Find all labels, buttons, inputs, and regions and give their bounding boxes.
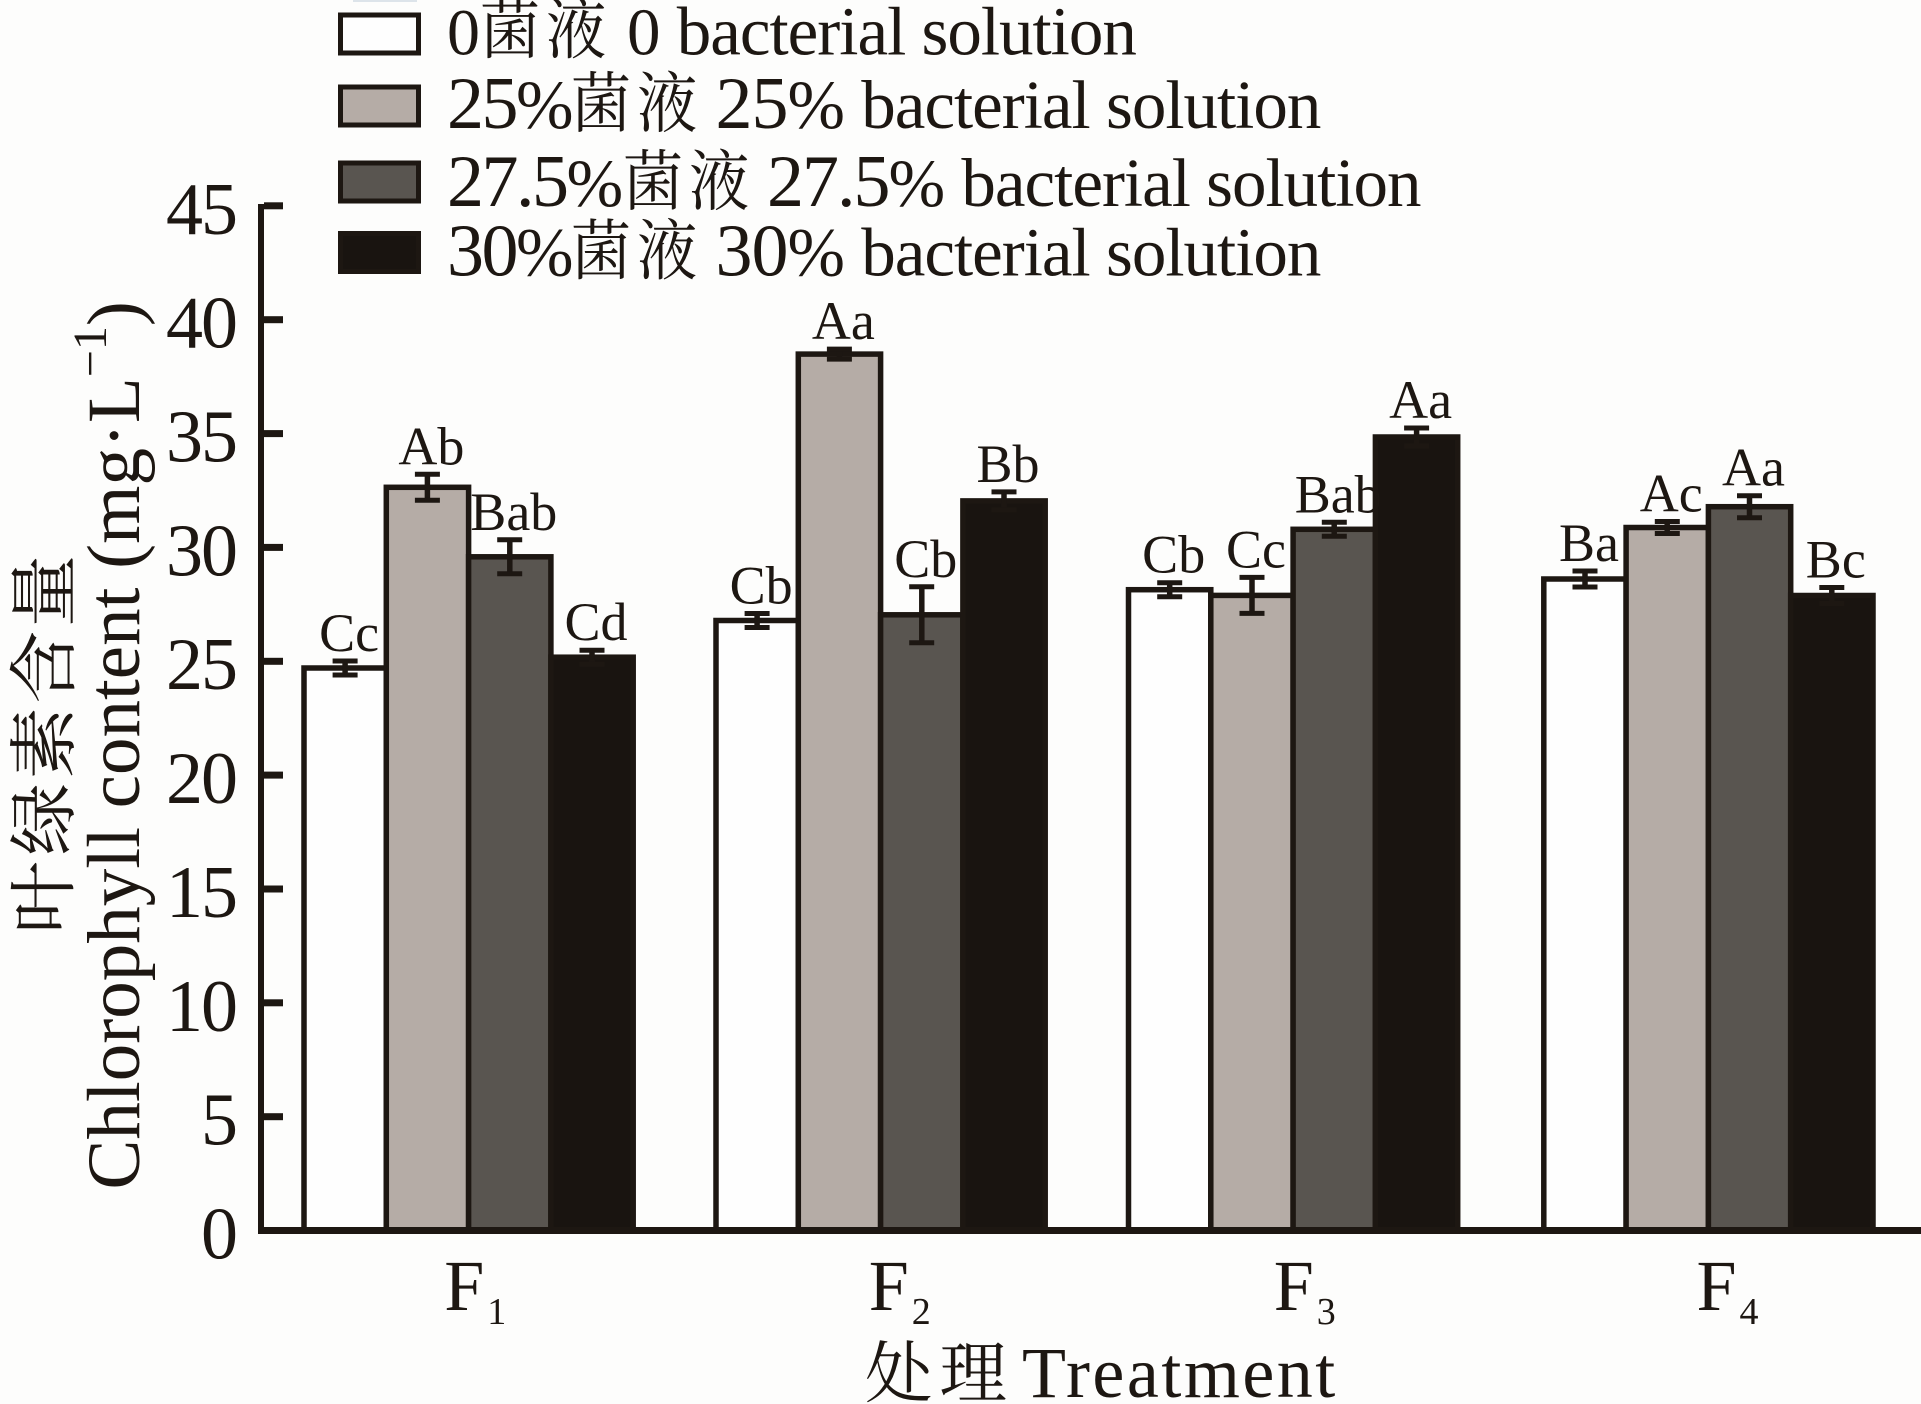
svg-text:20: 20 [166,738,236,820]
svg-text:Cb: Cb [894,529,957,589]
svg-text:25%: 25% [447,63,573,145]
svg-text:Bb: Bb [976,434,1039,494]
svg-text:40: 40 [166,283,236,365]
svg-text:35: 35 [166,397,236,479]
svg-text:10: 10 [166,966,236,1048]
svg-text:F: F [869,1246,909,1326]
svg-text:15: 15 [166,852,236,934]
svg-text:25: 25 [166,624,236,706]
svg-text:Bab: Bab [1295,464,1382,524]
svg-text:30% bacterial solution: 30% bacterial solution [716,211,1321,293]
svg-text:Cb: Cb [1142,525,1205,585]
svg-text:Aa: Aa [812,291,875,351]
svg-text:45: 45 [166,169,236,251]
svg-text:25% bacterial solution: 25% bacterial solution [716,63,1321,145]
svg-text:4: 4 [1740,1291,1759,1333]
svg-text:Bab: Bab [470,482,557,542]
svg-text:2: 2 [912,1291,931,1333]
svg-text:Chlorophyll content (mg·L−1): Chlorophyll content (mg·L−1) [64,301,156,1189]
svg-text:Cc: Cc [319,603,379,663]
svg-text:Ac: Ac [1640,464,1703,524]
svg-text:F: F [444,1246,484,1326]
svg-text:3: 3 [1317,1291,1336,1333]
svg-text:F: F [1274,1246,1314,1326]
svg-text:Bc: Bc [1806,530,1866,590]
svg-text:Aa: Aa [1722,438,1785,498]
svg-text:Ba: Ba [1559,513,1619,573]
svg-text:5: 5 [201,1080,236,1162]
svg-text:27.5%: 27.5% [447,141,623,223]
svg-text:27.5% bacterial solution: 27.5% bacterial solution [767,141,1421,223]
svg-text:0 bacterial solution: 0 bacterial solution [627,0,1136,70]
svg-text:30%: 30% [447,211,573,293]
svg-text:1: 1 [487,1291,506,1333]
svg-text:Cb: Cb [730,556,793,616]
svg-text:0: 0 [447,0,480,70]
svg-text:Aa: Aa [1389,370,1452,430]
svg-text:30: 30 [166,510,236,592]
svg-text:Treatment: Treatment [1022,1333,1338,1404]
svg-text:Cd: Cd [564,592,627,652]
svg-text:Ab: Ab [398,416,464,476]
svg-text:Cc: Cc [1226,519,1286,579]
svg-text:0: 0 [201,1194,236,1276]
svg-text:F: F [1697,1246,1737,1326]
